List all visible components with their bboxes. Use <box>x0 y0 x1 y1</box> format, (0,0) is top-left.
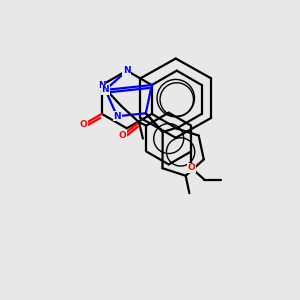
Text: O: O <box>187 163 195 172</box>
Text: N: N <box>123 66 130 75</box>
Text: N: N <box>113 112 121 121</box>
Text: O: O <box>80 120 88 129</box>
Text: N: N <box>98 81 106 90</box>
Text: N: N <box>102 85 109 94</box>
Text: O: O <box>119 131 127 140</box>
